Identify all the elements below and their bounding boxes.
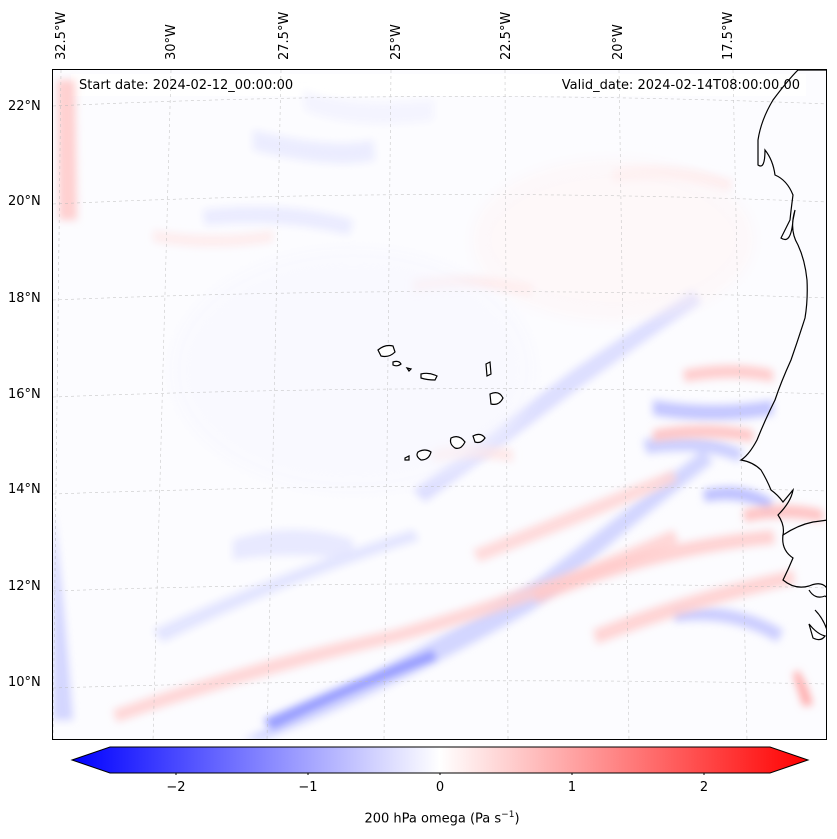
colorbar-title: 200 hPa omega (Pa s−1) [0, 807, 837, 827]
cb-tick-label-n2: −2 [166, 780, 186, 795]
lat-label-18n: 18°N [8, 291, 41, 306]
lon-label-20w: 20°W [611, 24, 626, 60]
lon-label-22-5w: 22.5°W [499, 11, 514, 60]
island-brava [404, 455, 410, 461]
island-santa-luzia [405, 367, 413, 372]
lat-label-12n: 12°N [8, 579, 41, 594]
lon-label-27-5w: 27.5°W [277, 11, 292, 60]
colorbar-gradient [70, 746, 810, 774]
colorbar-title-exponent: −1 [501, 810, 515, 820]
colorbar-title-main: 200 hPa omega (Pa s [364, 811, 502, 827]
cb-tick-label-1: 1 [567, 780, 577, 795]
cb-tick-label-0: 0 [435, 780, 445, 795]
lon-label-30w: 30°W [164, 24, 179, 60]
map-panel[interactable] [52, 69, 827, 740]
start-date-label: Start date: 2024-02-12_00:00:00 [79, 78, 294, 93]
island-maio [472, 433, 486, 444]
lat-label-20n: 20°N [8, 194, 41, 209]
valid-date-label: Valid_date: 2024-02-14T08:00:00.00 [561, 78, 800, 93]
lat-label-14n: 14°N [8, 482, 41, 497]
colorbar-ticks [175, 773, 705, 775]
island-sao-nicolau [420, 372, 438, 381]
cb-tick-label-n1: −1 [298, 780, 318, 795]
island-sal [485, 361, 492, 377]
omega-background-wash [173, 160, 753, 490]
lat-label-16n: 16°N [8, 387, 41, 402]
omega-field-map [53, 70, 826, 739]
cb-tick-label-2: 2 [699, 780, 709, 795]
lat-label-22n: 22°N [8, 99, 41, 114]
lat-label-10n: 10°N [8, 675, 41, 690]
island-sao-vicente [392, 360, 402, 367]
lon-label-25w: 25°W [389, 24, 404, 60]
header-band [71, 74, 806, 96]
coastline [739, 70, 826, 641]
lon-label-17-5w: 17.5°W [721, 11, 736, 60]
colorbar [70, 746, 810, 775]
island-santo-antao [377, 344, 396, 358]
island-boa-vista [489, 392, 504, 405]
island-santiago [449, 436, 466, 449]
colorbar-title-close: ) [514, 811, 520, 827]
gridlines [53, 70, 826, 739]
island-fogo [416, 449, 432, 461]
cape-verde-islands [377, 344, 504, 461]
lon-label-32-5w: 32.5°W [54, 11, 69, 60]
